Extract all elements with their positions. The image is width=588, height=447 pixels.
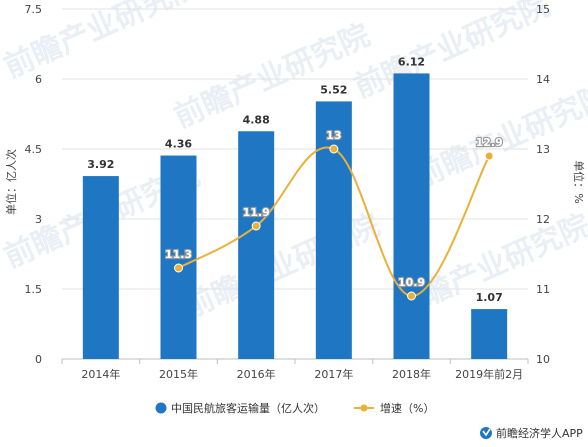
bar-value-label: 6.12	[398, 55, 425, 68]
x-tick-label: 2016年	[237, 367, 276, 381]
y2-tick-label: 10	[536, 353, 550, 366]
bar	[393, 73, 430, 360]
y-tick-label: 4.5	[25, 143, 43, 156]
bar-value-label: 5.52	[320, 83, 347, 96]
line-point	[329, 144, 339, 154]
line-point	[251, 221, 261, 231]
line-value-label: 10.9	[398, 276, 425, 289]
line-value-label: 11.9	[243, 206, 270, 219]
bar	[315, 101, 352, 360]
y2-tick-label: 13	[536, 143, 550, 156]
bar	[82, 176, 119, 359]
watermark-text: 前瞻产业研究院	[349, 0, 555, 105]
y2-axis-title: 单位：%	[572, 160, 586, 203]
y2-tick-label: 14	[536, 73, 550, 86]
x-tick-label: 2019年前2月	[455, 367, 523, 381]
line-point	[407, 291, 416, 301]
y2-tick-label: 15	[536, 3, 550, 16]
x-tick-label: 2015年	[159, 367, 198, 381]
bar	[471, 309, 508, 359]
bar-value-label: 3.92	[87, 158, 114, 171]
y-tick-label: 1.5	[25, 283, 43, 296]
x-tick-label: 2017年	[314, 367, 353, 381]
qianzhan-logo-mark	[482, 428, 491, 437]
y-axis-title: 单位：亿人次	[4, 149, 18, 215]
y-tick-label: 7.5	[25, 3, 43, 16]
legend-bar-swatch	[155, 402, 167, 414]
line-value-label: 13	[326, 129, 341, 142]
line-point	[484, 151, 494, 161]
bar	[238, 131, 275, 359]
legend-line-label: 增速（%）	[380, 401, 434, 415]
x-tick-label: 2014年	[81, 367, 120, 381]
bar-value-label: 4.36	[165, 138, 192, 151]
y-tick-label: 6	[35, 73, 42, 86]
legend-bar-label: 中国民航旅客运输量（亿人次）	[171, 401, 325, 415]
line-value-label: 11.3	[165, 248, 192, 261]
watermark-text: 前瞻产业研究院	[179, 208, 385, 325]
bar-value-label: 1.07	[476, 291, 503, 304]
y-tick-label: 0	[35, 353, 42, 366]
qianzhan-logo-icon	[480, 427, 492, 439]
source-text: 前瞻经济学人APP	[496, 426, 583, 440]
y2-tick-label: 12	[536, 213, 550, 226]
line-point	[174, 263, 183, 273]
legend-line-marker	[360, 404, 368, 412]
y2-tick-label: 11	[536, 283, 550, 296]
bar-value-label: 4.88	[243, 113, 270, 126]
bar	[160, 155, 197, 359]
growth-line	[178, 146, 491, 298]
line-value-label: 12.9	[476, 136, 503, 149]
x-tick-label: 2018年	[392, 367, 431, 381]
y-tick-label: 3	[35, 213, 42, 226]
